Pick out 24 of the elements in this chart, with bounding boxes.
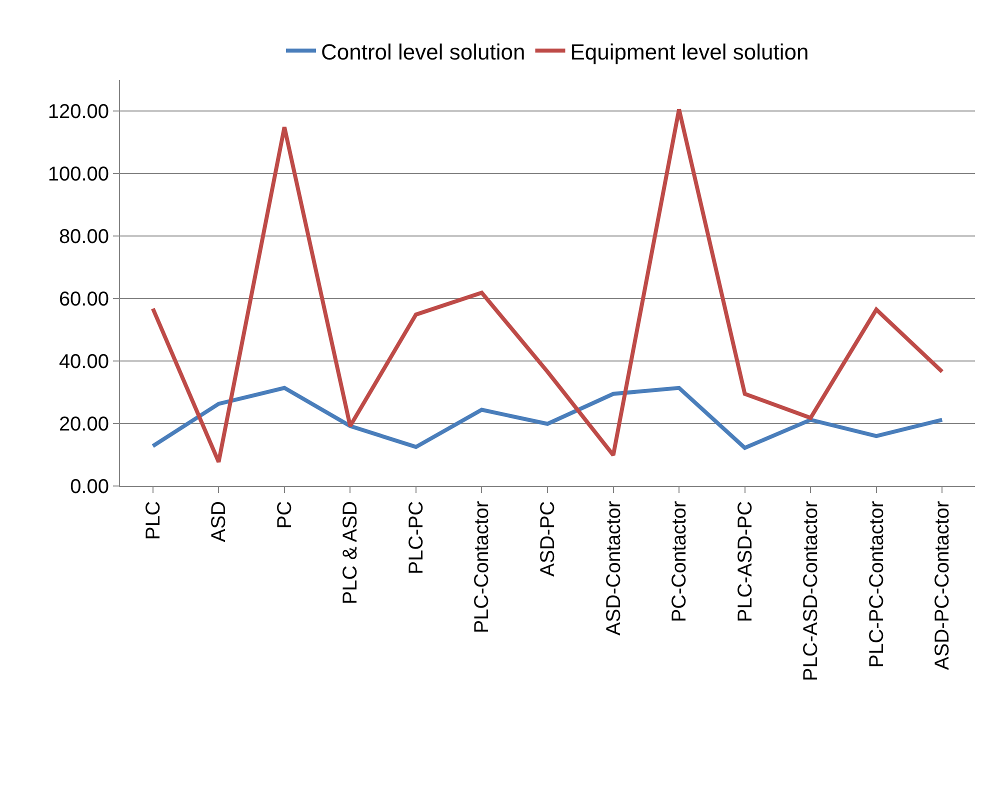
y-tick-label: 60.00: [58, 288, 109, 311]
line-series: [150, 107, 944, 464]
x-tick-label: ASD-PC: [537, 501, 559, 577]
x-tick-label: PLC: [142, 501, 164, 540]
line-series: [150, 386, 944, 450]
x-tick-label: PC: [274, 501, 296, 529]
x-tick-label: PLC-PC: [405, 501, 428, 574]
x-tick-label: ASD-PC-Contactor: [932, 500, 954, 670]
y-tick-label: 120.00: [48, 101, 109, 124]
x-tick-label: PC-Contactor: [668, 500, 691, 622]
x-tick-label: PLC & ASD: [340, 501, 362, 604]
x-tick-label: PLC-ASD-PC: [734, 501, 756, 622]
x-tick-label: ASD-Contactor: [602, 500, 625, 636]
y-tick-label: 80.00: [58, 226, 109, 248]
x-tick-label: PLC-Contactor: [471, 500, 494, 634]
y-tick-label: 100.00: [48, 164, 109, 186]
legend-label: Control level solution: [321, 39, 526, 64]
x-tick-label: PLC-PC-Contactor: [866, 500, 888, 668]
legend-label: Equipment level solution: [570, 39, 809, 64]
x-tick-label: ASD: [208, 501, 230, 542]
y-tick-label: 0.00: [70, 476, 109, 498]
x-tick-label: PLC-ASD-Contactor: [800, 500, 822, 682]
y-tick-label: 40.00: [58, 351, 109, 374]
y-tick-label: 20.00: [58, 414, 109, 436]
